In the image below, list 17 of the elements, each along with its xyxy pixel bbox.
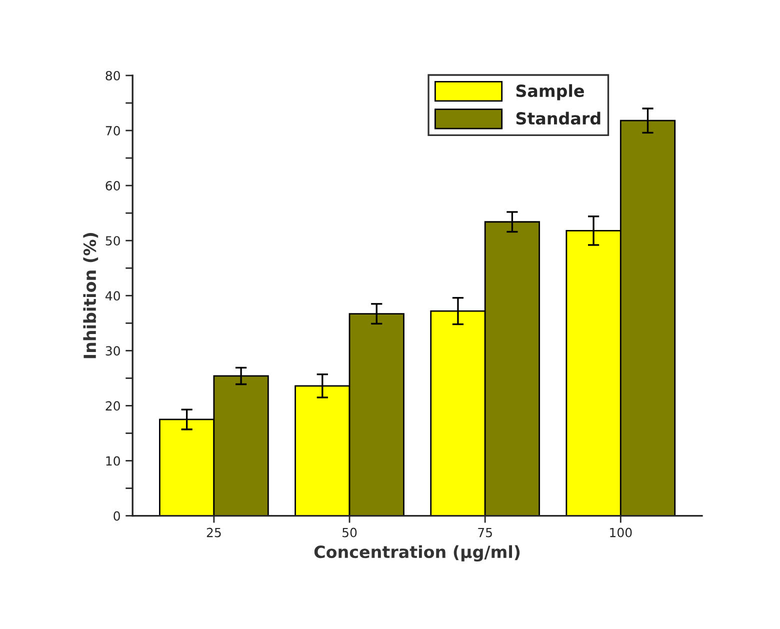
legend-label: Standard xyxy=(516,112,600,125)
x-tick-label: 75 xyxy=(478,528,492,538)
y-tick-label: 20 xyxy=(106,401,120,411)
y-tick-label: 40 xyxy=(106,291,120,301)
x-axis-title: Concentration (µg/ml) xyxy=(314,545,520,562)
y-tick-label: 80 xyxy=(106,70,120,80)
y-tick-label: 10 xyxy=(106,456,120,466)
x-tick-label: 50 xyxy=(342,528,357,538)
y-tick-label: 50 xyxy=(106,236,120,246)
x-tick-label: 100 xyxy=(610,528,632,538)
x-tick-label: 25 xyxy=(206,528,221,538)
y-axis-title: Inhibition (%) xyxy=(83,233,98,358)
y-tick-label: 60 xyxy=(106,181,120,190)
y-tick-label: 30 xyxy=(106,346,120,356)
legend-label: Sample xyxy=(516,84,584,100)
y-tick-label: 70 xyxy=(106,126,120,136)
y-tick-label: 0 xyxy=(114,511,120,521)
